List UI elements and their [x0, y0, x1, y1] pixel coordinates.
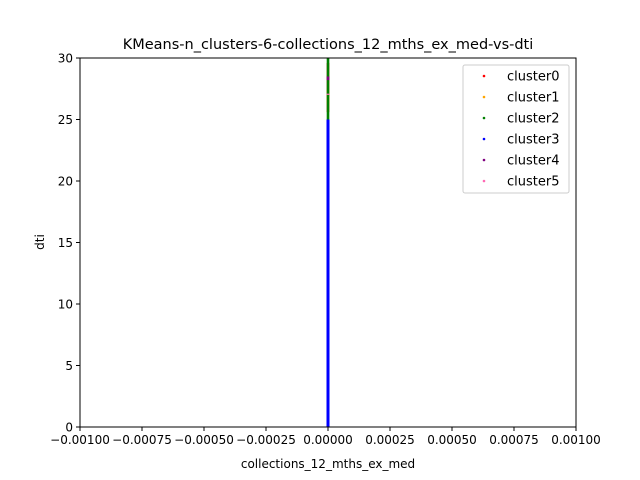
cluster2-points: [326, 58, 330, 120]
legend-items: cluster0 cluster1 cluster2 cluster3 cluster4…: [482, 70, 559, 190]
cluster5-points: [326, 93, 330, 95]
legend-label: cluster4: [507, 154, 559, 169]
x-tick-label: 0.00025: [365, 433, 415, 447]
legend-item-cluster2: cluster2: [482, 112, 559, 127]
x-tick-label: −0.00050: [174, 433, 234, 447]
legend-item-cluster3: cluster3: [482, 133, 559, 148]
chart-title: KMeans-n_clusters-6-collections_12_mths_…: [123, 37, 534, 53]
legend-marker: [482, 137, 486, 141]
legend-label: cluster0: [507, 70, 559, 85]
legend-marker: [482, 74, 486, 78]
series-cluster3: [326, 119, 330, 427]
legend-item-cluster0: cluster0: [482, 70, 559, 85]
x-tick-label: −0.00100: [50, 433, 110, 447]
series-cluster5: [326, 93, 330, 95]
x-tick-label: 0.00100: [551, 433, 601, 447]
legend-item-cluster5: cluster5: [482, 175, 559, 190]
y-tick-label: 30: [58, 52, 73, 66]
legend-label: cluster5: [507, 175, 559, 190]
x-tick-label: 0.00075: [489, 433, 539, 447]
x-tick-label: −0.00025: [236, 433, 296, 447]
x-axis-ticks: −0.00100 −0.00075 −0.00050 −0.00025 0.00000 0…: [50, 427, 601, 447]
legend-label: cluster2: [507, 112, 559, 127]
legend-marker: [482, 179, 486, 183]
cluster3-points: [326, 119, 330, 427]
series-cluster2: [326, 58, 330, 120]
y-tick-label: 25: [58, 113, 73, 127]
series-cluster4: [326, 76, 330, 81]
y-tick-label: 0: [65, 421, 73, 435]
x-tick-label: 0.00050: [427, 433, 477, 447]
legend-marker: [482, 95, 486, 99]
legend-item-cluster4: cluster4: [482, 154, 559, 169]
x-tick-label: 0.00000: [303, 433, 353, 447]
legend-item-cluster1: cluster1: [482, 91, 559, 106]
x-axis-label: collections_12_mths_ex_med: [241, 457, 415, 471]
legend-frame: [462, 64, 570, 194]
y-axis-ticks: 0 5 10 15 20 25 30: [58, 52, 80, 435]
legend-marker: [482, 116, 486, 120]
x-tick-label: −0.00075: [112, 433, 172, 447]
y-tick-label: 15: [58, 236, 73, 250]
plot-points: [326, 58, 330, 427]
cluster4-points: [326, 76, 330, 81]
legend-label: cluster3: [507, 133, 559, 148]
y-tick-label: 10: [58, 298, 73, 312]
legend-marker: [482, 158, 486, 162]
y-axis-label: dti: [33, 234, 47, 250]
legend: cluster0 cluster1 cluster2 cluster3 cluster4…: [462, 64, 570, 194]
legend-label: cluster1: [507, 91, 559, 106]
y-tick-label: 5: [65, 359, 73, 373]
y-tick-label: 20: [58, 175, 73, 189]
